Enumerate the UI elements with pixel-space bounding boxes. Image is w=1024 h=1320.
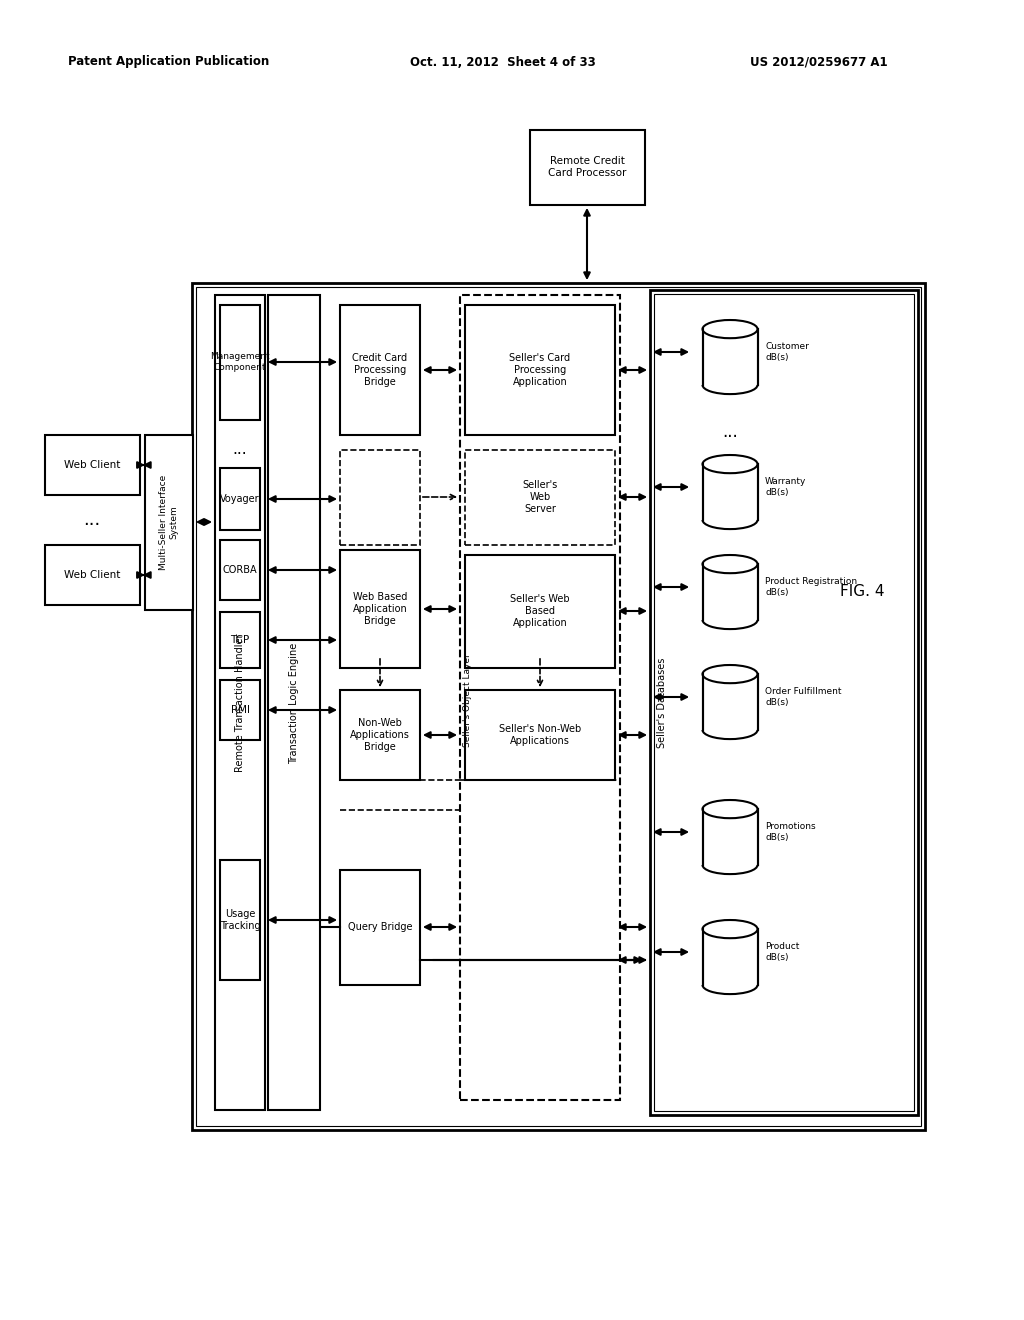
Bar — [220, 861, 260, 979]
Text: Seller's Object Layer: Seller's Object Layer — [464, 653, 472, 747]
Text: US 2012/0259677 A1: US 2012/0259677 A1 — [750, 55, 888, 69]
Bar — [45, 545, 140, 605]
Text: FIG. 4: FIG. 4 — [840, 585, 885, 599]
Text: ...: ... — [722, 422, 738, 441]
Text: Transaction Logic Engine: Transaction Logic Engine — [289, 643, 299, 764]
Text: Remote Credit
Card Processor: Remote Credit Card Processor — [548, 156, 627, 178]
Text: Web Client: Web Client — [63, 459, 120, 470]
Text: Usage
Tracking: Usage Tracking — [220, 909, 260, 931]
Bar — [220, 680, 260, 741]
Text: Credit Card
Processing
Bridge: Credit Card Processing Bridge — [352, 354, 408, 387]
Bar — [220, 305, 260, 420]
Text: Seller's Web
Based
Application: Seller's Web Based Application — [510, 594, 569, 627]
Text: Query Bridge: Query Bridge — [348, 921, 413, 932]
Text: TCP: TCP — [230, 635, 250, 645]
Bar — [654, 294, 914, 1111]
Text: Seller's Card
Processing
Application: Seller's Card Processing Application — [509, 354, 570, 387]
Text: Voyager: Voyager — [220, 494, 260, 504]
Ellipse shape — [702, 800, 758, 818]
Text: RMI: RMI — [230, 705, 250, 715]
Text: Promotions
dB(s): Promotions dB(s) — [765, 822, 816, 842]
Text: Warranty
dB(s): Warranty dB(s) — [765, 478, 806, 496]
Text: Customer
dB(s): Customer dB(s) — [765, 342, 809, 362]
Ellipse shape — [702, 920, 758, 939]
Bar — [220, 612, 260, 668]
Text: Seller's
Web
Server: Seller's Web Server — [522, 480, 558, 513]
Bar — [702, 809, 758, 865]
Ellipse shape — [702, 554, 758, 573]
Text: Multi-Seller Interface
System: Multi-Seller Interface System — [160, 474, 179, 570]
Bar — [145, 436, 193, 610]
Bar — [193, 282, 925, 1130]
Text: ...: ... — [83, 511, 100, 529]
Text: Seller's Databases: Seller's Databases — [657, 657, 667, 748]
Text: CORBA: CORBA — [222, 565, 257, 576]
Bar — [465, 450, 615, 545]
Text: Management
Component: Management Component — [210, 352, 269, 372]
Ellipse shape — [702, 319, 758, 338]
Bar — [702, 929, 758, 985]
Bar — [220, 469, 260, 531]
Bar — [702, 564, 758, 620]
Bar — [215, 294, 265, 1110]
Bar — [650, 290, 918, 1115]
Bar — [340, 550, 420, 668]
Bar — [340, 690, 420, 780]
Text: Patent Application Publication: Patent Application Publication — [68, 55, 269, 69]
Ellipse shape — [702, 665, 758, 684]
Bar — [340, 305, 420, 436]
Text: Non-Web
Applications
Bridge: Non-Web Applications Bridge — [350, 718, 410, 751]
Bar — [196, 286, 921, 1126]
Bar — [465, 690, 615, 780]
Bar — [45, 436, 140, 495]
Bar — [465, 305, 615, 436]
Text: Oct. 11, 2012  Sheet 4 of 33: Oct. 11, 2012 Sheet 4 of 33 — [410, 55, 596, 69]
Bar — [530, 129, 645, 205]
Text: Product
dB(s): Product dB(s) — [765, 942, 800, 962]
Text: ...: ... — [232, 442, 248, 458]
Bar — [702, 329, 758, 385]
Text: Order Fulfillment
dB(s): Order Fulfillment dB(s) — [765, 688, 842, 706]
Text: Seller's Non-Web
Applications: Seller's Non-Web Applications — [499, 725, 582, 746]
Bar — [460, 294, 620, 1100]
Text: Web Client: Web Client — [63, 570, 120, 579]
Bar — [702, 675, 758, 730]
Text: Product Registration
dB(s): Product Registration dB(s) — [765, 577, 857, 597]
Text: Web Based
Application
Bridge: Web Based Application Bridge — [352, 593, 408, 626]
Bar — [340, 870, 420, 985]
Bar — [465, 554, 615, 668]
Bar — [268, 294, 319, 1110]
Bar — [702, 465, 758, 520]
Bar — [340, 450, 420, 545]
Bar — [220, 540, 260, 601]
Ellipse shape — [702, 455, 758, 473]
Text: Remote Transaction Handler: Remote Transaction Handler — [234, 634, 245, 772]
